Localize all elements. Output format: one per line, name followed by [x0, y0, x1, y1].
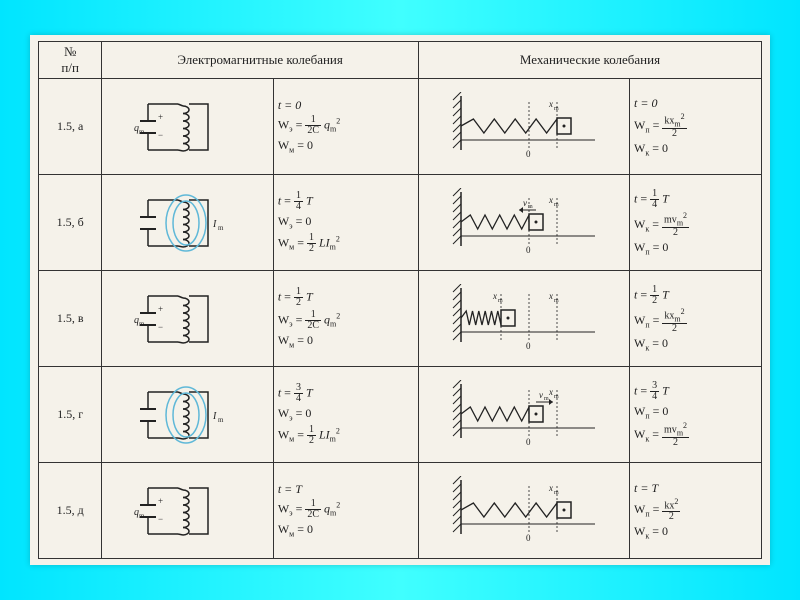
svg-text:0: 0: [526, 149, 531, 159]
oscillation-table: № п/п Электромагнитные колебания Механич…: [38, 41, 762, 559]
svg-text:x: x: [548, 99, 553, 109]
mech-diagram: 0xmvm: [418, 367, 629, 463]
em-equations: t = 0Wэ = 12C qm2Wм = 0: [273, 79, 418, 175]
mech-equations: t = 34 TWп = 0Wк = mvm22: [630, 367, 762, 463]
em-diagram: Im: [102, 175, 274, 271]
row-id: 1.5, б: [39, 175, 102, 271]
em-diagram: qm+−: [102, 463, 274, 559]
svg-text:I: I: [212, 411, 217, 422]
svg-text:m: m: [554, 394, 559, 400]
em-equations: t = 34 TWэ = 0Wм = 12 LIm2: [273, 367, 418, 463]
svg-text:x: x: [548, 483, 553, 493]
em-equations: t = 12 TWэ = 12C qm2Wм = 0: [273, 271, 418, 367]
em-equations: t = TWэ = 12C qm2Wм = 0: [273, 463, 418, 559]
em-diagram: qm+−: [102, 271, 274, 367]
header-row: № п/п Электромагнитные колебания Механич…: [39, 42, 762, 79]
header-em: Электромагнитные колебания: [102, 42, 419, 79]
comparison-table-page: № п/п Электромагнитные колебания Механич…: [30, 35, 770, 565]
mech-diagram: 0 xm: [418, 79, 629, 175]
svg-text:m: m: [528, 204, 533, 210]
svg-text:I: I: [212, 219, 217, 230]
svg-text:−: −: [158, 514, 163, 524]
header-mech: Механические колебания: [418, 42, 761, 79]
svg-text:m: m: [139, 320, 145, 328]
svg-text:m: m: [554, 202, 559, 208]
mech-equations: t = TWп = kx22Wк = 0: [630, 463, 762, 559]
header-num: № п/п: [39, 42, 102, 79]
svg-text:x: x: [548, 291, 553, 301]
row-id: 1.5, г: [39, 367, 102, 463]
table-row: 1.5, б Im t = 14 TWэ = 0Wм = 12 LIm2 0xm…: [39, 175, 762, 271]
svg-text:0: 0: [526, 533, 531, 543]
svg-text:+: +: [158, 304, 163, 314]
svg-text:0: 0: [526, 245, 531, 255]
mech-equations: t = 0Wп = kxm22Wк = 0: [630, 79, 762, 175]
em-equations: t = 14 TWэ = 0Wм = 12 LIm2: [273, 175, 418, 271]
svg-text:m: m: [139, 128, 145, 136]
svg-text:m: m: [139, 512, 145, 520]
svg-text:x: x: [492, 291, 497, 301]
svg-text:0: 0: [526, 437, 531, 447]
table-row: 1.5, в qm+− t = 12 TWэ = 12C qm2Wм = 0 0…: [39, 271, 762, 367]
mech-equations: t = 14 TWк = mvm22Wп = 0: [630, 175, 762, 271]
svg-text:m: m: [554, 490, 559, 496]
svg-text:−: −: [158, 130, 163, 140]
em-diagram: qm+−: [102, 79, 274, 175]
row-id: 1.5, в: [39, 271, 102, 367]
mech-diagram: 0 xm: [418, 463, 629, 559]
svg-text:+: +: [158, 112, 163, 122]
svg-text:+: +: [158, 496, 163, 506]
row-id: 1.5, а: [39, 79, 102, 175]
mech-equations: t = 12 TWп = kxm22Wк = 0: [630, 271, 762, 367]
mech-diagram: 0xmvm: [418, 175, 629, 271]
svg-text:m: m: [554, 298, 559, 304]
table-row: 1.5, г Im t = 34 TWэ = 0Wм = 12 LIm2 0xm…: [39, 367, 762, 463]
svg-text:v: v: [523, 198, 527, 208]
svg-text:m: m: [218, 224, 224, 232]
svg-text:m: m: [498, 298, 503, 304]
svg-text:m: m: [544, 396, 549, 402]
table-row: 1.5, а qm+− t = 0Wэ = 12C qm2Wм = 0 0xm …: [39, 79, 762, 175]
svg-text:m: m: [218, 416, 224, 424]
svg-text:v: v: [539, 390, 543, 400]
em-diagram: Im: [102, 367, 274, 463]
row-id: 1.5, д: [39, 463, 102, 559]
svg-text:−: −: [158, 322, 163, 332]
table-row: 1.5, д qm+− t = TWэ = 12C qm2Wм = 0 0xm …: [39, 463, 762, 559]
svg-text:0: 0: [526, 341, 531, 351]
svg-text:x: x: [548, 195, 553, 205]
svg-text:x: x: [548, 387, 553, 397]
mech-diagram: 0xmxm: [418, 271, 629, 367]
svg-text:m: m: [554, 106, 559, 112]
